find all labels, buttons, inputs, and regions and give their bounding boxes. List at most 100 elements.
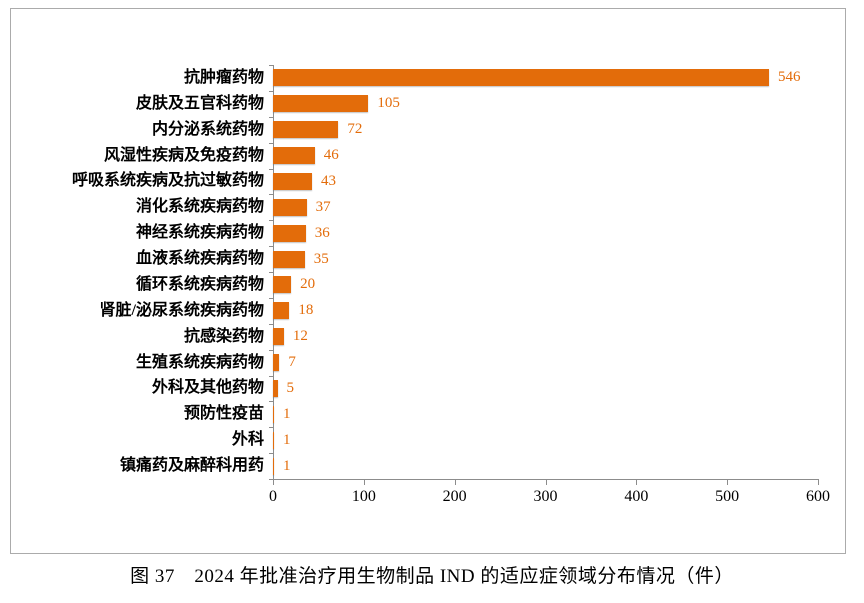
bar-row: 外科及其他药物 5 xyxy=(11,376,845,402)
category-label: 消化系统疾病药物 xyxy=(135,198,264,216)
value-label: 43 xyxy=(321,172,337,189)
bar xyxy=(273,405,274,423)
x-axis-tick xyxy=(545,480,547,485)
category-label: 肾脏/泌尿系统疾病药物 xyxy=(99,301,264,319)
x-axis-tick xyxy=(273,480,274,485)
category-label: 生殖系统疾病药物 xyxy=(135,353,264,371)
bar-row: 内分泌系统药物 72 xyxy=(11,117,845,143)
x-axis-tick xyxy=(363,480,365,485)
value-label: 36 xyxy=(314,224,330,241)
value-label: 46 xyxy=(323,147,339,164)
bar-row: 神经系统疾病药物 36 xyxy=(11,220,845,246)
chart-figure: 抗肿瘤药物 546 皮肤及五官科药物 105 内分泌系统药物 72 风湿性疾病及免疫药物 46… xyxy=(10,8,846,554)
x-axis-tick xyxy=(636,480,638,485)
bar-row: 风湿性疾病及免疫药物 46 xyxy=(11,143,845,169)
bar xyxy=(273,302,290,320)
bar-row: 外科 1 xyxy=(11,427,845,453)
bar xyxy=(273,69,769,87)
x-axis-tick xyxy=(454,480,456,485)
value-label: 5 xyxy=(286,379,295,396)
bar xyxy=(273,121,339,139)
value-label: 12 xyxy=(292,328,308,345)
bar-row: 消化系统疾病药物 37 xyxy=(11,194,845,220)
x-axis-tick xyxy=(727,480,729,485)
x-axis-tick-label: 200 xyxy=(442,488,467,505)
y-axis-tick xyxy=(269,453,274,455)
category-label: 外科 xyxy=(231,431,264,449)
bar xyxy=(273,250,305,268)
category-label: 抗感染药物 xyxy=(183,327,264,345)
y-axis-tick xyxy=(269,427,274,429)
value-label: 37 xyxy=(315,198,331,215)
value-label: 35 xyxy=(313,250,329,267)
bar-row: 生殖系统疾病药物 7 xyxy=(11,350,845,376)
y-axis-tick xyxy=(269,297,274,299)
category-label: 循环系统疾病药物 xyxy=(135,275,264,293)
x-axis-tick-label: 500 xyxy=(715,488,740,505)
x-axis-tick-label: 300 xyxy=(533,488,558,505)
bar-row: 抗感染药物 12 xyxy=(11,324,845,350)
bar-row: 血液系统疾病药物 35 xyxy=(11,246,845,272)
value-label: 7 xyxy=(288,354,296,371)
bar xyxy=(273,431,274,449)
x-axis-tick xyxy=(818,480,819,485)
bar-row: 镇痛药及麻醉科用药 1 xyxy=(11,453,845,479)
category-label: 外科及其他药物 xyxy=(151,379,264,397)
bar xyxy=(273,354,280,372)
bar xyxy=(273,276,292,294)
value-label: 18 xyxy=(298,302,314,319)
category-label: 内分泌系统药物 xyxy=(151,120,264,138)
category-label: 风湿性疾病及免疫药物 xyxy=(103,146,264,164)
category-label: 抗肿瘤药物 xyxy=(183,68,264,86)
bar xyxy=(273,328,284,346)
value-label: 20 xyxy=(300,276,316,293)
bar xyxy=(273,198,307,216)
value-label: 1 xyxy=(283,457,291,474)
category-label: 神经系统疾病药物 xyxy=(135,224,264,242)
category-label: 呼吸系统疾病及抗过敏药物 xyxy=(71,172,264,190)
bar xyxy=(273,95,369,113)
bar-chart-plot: 抗肿瘤药物 546 皮肤及五官科药物 105 内分泌系统药物 72 风湿性疾病及免疫药物 46… xyxy=(11,9,845,553)
y-axis-tick xyxy=(269,246,274,248)
bar xyxy=(273,172,313,190)
value-label: 546 xyxy=(777,69,801,86)
y-axis-tick xyxy=(269,375,274,377)
bar xyxy=(273,379,278,397)
bar-row: 抗肿瘤药物 546 xyxy=(11,65,845,91)
y-axis-tick xyxy=(269,272,274,273)
y-axis-tick xyxy=(269,220,274,222)
y-axis-tick xyxy=(269,479,274,480)
x-axis-line xyxy=(273,479,819,480)
y-axis-tick xyxy=(269,168,274,170)
y-axis-tick xyxy=(269,323,274,325)
y-axis-tick xyxy=(269,116,274,118)
bar xyxy=(273,224,306,242)
x-axis-tick-label: 100 xyxy=(351,488,376,505)
bar-row: 肾脏/泌尿系统疾病药物 18 xyxy=(11,298,845,324)
value-label: 1 xyxy=(283,405,291,422)
bar-row: 呼吸系统疾病及抗过敏药物 43 xyxy=(11,169,845,195)
value-label: 105 xyxy=(377,95,400,112)
y-axis-tick xyxy=(269,65,274,66)
x-axis-tick-label: 400 xyxy=(624,488,649,505)
bar xyxy=(273,457,274,475)
y-axis-tick xyxy=(269,90,274,92)
x-axis-tick-label: 0 xyxy=(269,488,277,505)
bar-row: 循环系统疾病药物 20 xyxy=(11,272,845,298)
bar-row: 预防性疫苗 1 xyxy=(11,401,845,427)
y-axis-tick xyxy=(269,194,274,196)
value-label: 1 xyxy=(283,431,291,448)
category-label: 血液系统疾病药物 xyxy=(135,250,264,268)
category-label: 皮肤及五官科药物 xyxy=(135,94,264,112)
y-axis-tick xyxy=(269,401,274,403)
category-label: 镇痛药及麻醉科用药 xyxy=(119,457,264,475)
category-label: 预防性疫苗 xyxy=(183,405,264,423)
value-label: 72 xyxy=(347,121,363,138)
figure-caption: 图 37 2024 年批准治疗用生物制品 IND 的适应症领域分布情况（件） xyxy=(130,566,734,587)
bar-row: 皮肤及五官科药物 105 xyxy=(11,91,845,117)
bar-rows: 抗肿瘤药物 546 皮肤及五官科药物 105 内分泌系统药物 72 风湿性疾病及免疫药物 46… xyxy=(11,65,845,479)
y-axis-tick xyxy=(269,142,274,144)
bar xyxy=(273,147,315,165)
x-axis-tick-label: 600 xyxy=(806,488,830,505)
